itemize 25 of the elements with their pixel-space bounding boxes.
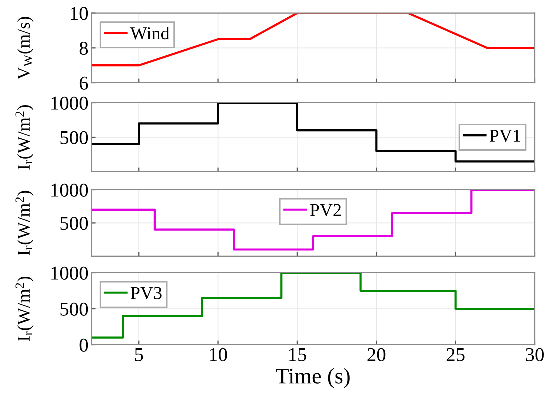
y-axis-title: I$_{r}$(W/m$^{2}$) (16, 276, 34, 342)
legend-label: PV1 (490, 130, 520, 142)
x-tick-label: 25 (446, 348, 465, 362)
y-tick-label: 1000 (52, 96, 88, 110)
legend-label: PV3 (130, 287, 162, 300)
x-tick-label: 5 (135, 348, 144, 362)
y-tick-label: 8 (80, 42, 88, 56)
x-tick-label: 10 (210, 348, 228, 362)
y-axis-title: I$_{r}$(W/m$^{2}$) (16, 191, 34, 256)
y-tick-label: 10 (71, 7, 88, 20)
y-tick-label: 500 (60, 217, 88, 230)
y-tick-label: 0 (80, 338, 88, 352)
y-axis-title: I$_{r}$(W/m$^{2}$) (16, 105, 34, 170)
legend-label: PV2 (310, 204, 341, 216)
x-tick-label: 15 (289, 348, 306, 362)
x-tick-label: 20 (368, 348, 386, 362)
y-tick-label: 6 (80, 76, 88, 90)
y-tick-label: 1000 (52, 266, 88, 280)
y-tick-label: 500 (60, 302, 88, 316)
y-axis-title: V$_{W}$(m/s) (17, 17, 34, 80)
x-axis-title: Time (s) (276, 368, 350, 388)
y-tick-label: 1000 (52, 184, 88, 197)
x-tick-label: 30 (526, 348, 544, 362)
y-tick-label: 500 (60, 131, 88, 144)
legend-label: Wind (130, 26, 170, 40)
